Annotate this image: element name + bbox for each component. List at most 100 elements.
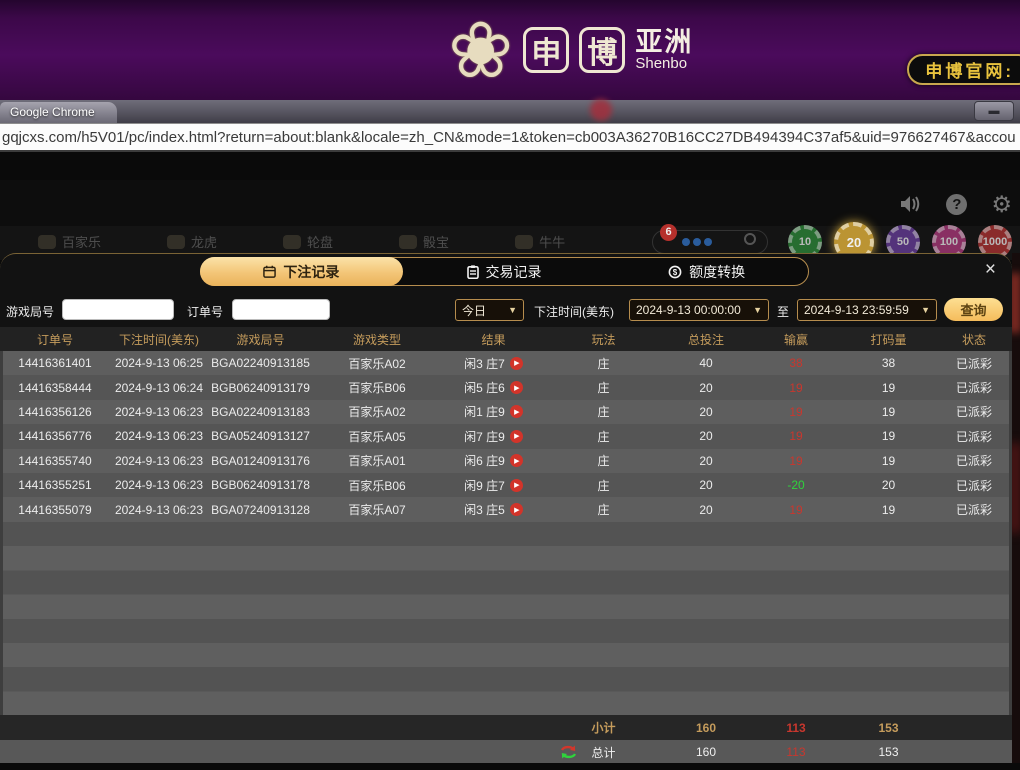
win-loss-cell: 19 bbox=[789, 380, 803, 395]
table-body: 14416361401 2024-9-13 06:25 BGA02240913185… bbox=[0, 351, 1012, 522]
order-no-input[interactable] bbox=[232, 299, 330, 320]
game-topbar: ? ⚙ bbox=[0, 180, 1020, 228]
subtotal-total-bet: 160 bbox=[695, 720, 717, 735]
date-to-select[interactable]: 2024-9-13 23:59:59 ▼ bbox=[797, 299, 937, 321]
total-win-loss: 113 bbox=[786, 745, 806, 759]
chevron-down-icon: ▼ bbox=[921, 305, 930, 315]
table-cell: BGB06240913178 bbox=[211, 478, 310, 493]
table-cell: 14416355079 bbox=[18, 502, 92, 517]
subtotal-win-loss: 113 bbox=[786, 720, 806, 735]
win-loss-cell: 19 bbox=[789, 453, 803, 468]
address-bar[interactable]: gqjcxs.com/h5V01/pc/index.html?return=ab… bbox=[0, 123, 1020, 152]
game-nav-item[interactable]: 轮盘 bbox=[283, 232, 333, 251]
column-header: 游戏局号 bbox=[236, 332, 285, 347]
table-cell: 已派彩 bbox=[955, 454, 992, 469]
table-cell: 19 bbox=[881, 380, 896, 395]
table-row: 14416356126 2024-9-13 06:23 BGA02240913183… bbox=[0, 399, 1012, 425]
column-header: 玩法 bbox=[591, 332, 616, 347]
table-cell: 百家乐B06 bbox=[348, 478, 406, 493]
tab-quota-transfer[interactable]: $ 额度转换 bbox=[605, 258, 808, 285]
table-cell: 20 bbox=[699, 478, 713, 493]
table-header-row: 订单号 下注时间(美东) 游戏局号 游戏类型 结果 玩法 总投注 输赢 打码量 状态 bbox=[0, 327, 1012, 351]
refresh-icon[interactable] bbox=[560, 744, 577, 760]
chrome-window-title: Google Chrome bbox=[0, 102, 117, 123]
help-icon[interactable]: ? bbox=[946, 193, 968, 215]
table-cell: 已派彩 bbox=[955, 503, 992, 518]
play-video-icon[interactable]: ▶ bbox=[509, 478, 523, 492]
gear-icon[interactable]: ⚙ bbox=[991, 190, 1012, 217]
play-video-icon[interactable]: ▶ bbox=[509, 356, 523, 370]
magnifier-icon[interactable] bbox=[744, 233, 756, 245]
search-button[interactable]: 查询 bbox=[944, 298, 1003, 321]
record-tabs: 下注记录 交易记录 $ 额度转换 bbox=[200, 257, 809, 286]
table-cell: 百家乐A05 bbox=[348, 429, 406, 444]
subtotal-row: 小计 160 113 153 bbox=[0, 715, 1012, 740]
date-from-select[interactable]: 2024-9-13 00:00:00 ▼ bbox=[629, 299, 769, 321]
win-loss-cell: 19 bbox=[789, 502, 803, 517]
game-round-label: 游戏局号 bbox=[6, 305, 55, 319]
table-row: 14416358444 2024-9-13 06:24 BGB06240913179… bbox=[0, 375, 1012, 400]
table-cell: BGB06240913179 bbox=[211, 380, 310, 395]
play-video-icon[interactable]: ▶ bbox=[509, 503, 523, 517]
game-nav-item[interactable]: 骰宝 bbox=[399, 232, 449, 251]
minimize-button[interactable]: ▬ bbox=[974, 101, 1014, 121]
records-modal: 下注记录 交易记录 $ 额度转换 × 游戏局号 订单号 今日 ▼ 下注时间(美东) 20… bbox=[0, 253, 1012, 763]
play-video-icon[interactable]: ▶ bbox=[509, 381, 523, 395]
play-video-icon[interactable]: ▶ bbox=[509, 429, 523, 443]
game-icon bbox=[283, 234, 302, 249]
chevron-down-icon: ▼ bbox=[508, 305, 517, 315]
table-cell: 2024-9-13 06:23 bbox=[114, 429, 204, 444]
table-cell: 百家乐B06 bbox=[348, 381, 406, 396]
table-cell: 2024-9-13 06:24 bbox=[114, 380, 204, 395]
column-header: 结果 bbox=[481, 332, 506, 347]
table-cell: 38 bbox=[881, 356, 896, 371]
column-header: 总投注 bbox=[687, 332, 724, 347]
game-nav-item[interactable]: 牛牛 bbox=[515, 232, 565, 251]
table-cell: 庄 bbox=[597, 478, 610, 493]
table-cell: BGA01240913176 bbox=[211, 453, 310, 468]
table-cell: 40 bbox=[699, 356, 713, 371]
win-loss-cell: 19 bbox=[789, 429, 803, 444]
brand-header: ❀ 申 博 亚洲 Shenbo 申博官网: bbox=[0, 0, 1020, 100]
close-icon[interactable]: × bbox=[984, 259, 996, 280]
speaker-icon[interactable] bbox=[898, 192, 922, 216]
table-cell: 14416358444 bbox=[18, 380, 92, 395]
total-turnover: 153 bbox=[878, 745, 899, 759]
tab-bet-records[interactable]: 下注记录 bbox=[200, 257, 403, 286]
win-loss-cell: 19 bbox=[789, 404, 803, 419]
table-cell: 庄 bbox=[597, 356, 610, 371]
column-header: 输赢 bbox=[783, 332, 808, 347]
table-row: 14416355251 2024-9-13 06:23 BGB06240913178… bbox=[0, 472, 1012, 498]
result-cell: 闲3 庄7 ▶ bbox=[441, 355, 546, 372]
table-cell: 2024-9-13 06:23 bbox=[114, 502, 204, 517]
table-cell: 百家乐A02 bbox=[348, 356, 406, 371]
table-cell: 已派彩 bbox=[955, 405, 992, 420]
table-row: 14416361401 2024-9-13 06:25 BGA02240913185… bbox=[0, 351, 1012, 376]
coins-icon: $ bbox=[668, 265, 682, 279]
clipboard-icon bbox=[466, 264, 479, 279]
table-cell: BGA07240913128 bbox=[211, 502, 310, 517]
column-header: 状态 bbox=[961, 332, 986, 347]
result-cell: 闲6 庄9 ▶ bbox=[441, 452, 546, 469]
game-nav-item[interactable]: 百家乐 bbox=[38, 232, 101, 251]
table-cell: 已派彩 bbox=[955, 356, 992, 371]
win-loss-cell: -20 bbox=[787, 478, 805, 493]
tab-transaction-records[interactable]: 交易记录 bbox=[403, 258, 606, 285]
subtotal-turnover: 153 bbox=[878, 720, 899, 735]
table-cell: 已派彩 bbox=[955, 381, 992, 396]
game-icon bbox=[515, 234, 534, 249]
game-round-input[interactable] bbox=[62, 299, 174, 320]
game-icon bbox=[167, 234, 186, 249]
chevron-down-icon: ▼ bbox=[753, 305, 762, 315]
game-nav-item[interactable]: 龙虎 bbox=[167, 232, 217, 251]
play-video-icon[interactable]: ▶ bbox=[509, 454, 523, 468]
play-video-icon[interactable]: ▶ bbox=[509, 405, 523, 419]
table-row: 14416355079 2024-9-13 06:23 BGA07240913128… bbox=[0, 497, 1012, 522]
range-select[interactable]: 今日 ▼ bbox=[455, 299, 524, 321]
flower-logo-icon: ❀ bbox=[448, 6, 514, 94]
table-cell: BGA02240913185 bbox=[211, 356, 310, 371]
official-site-pill[interactable]: 申博官网: bbox=[907, 54, 1020, 85]
table-cell: 百家乐A01 bbox=[348, 454, 406, 469]
table-cell: 20 bbox=[881, 478, 896, 493]
